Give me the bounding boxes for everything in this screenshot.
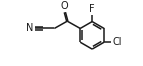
Text: F: F xyxy=(89,4,95,14)
Text: N: N xyxy=(26,23,33,33)
Text: Cl: Cl xyxy=(112,37,122,47)
Text: O: O xyxy=(60,1,68,11)
